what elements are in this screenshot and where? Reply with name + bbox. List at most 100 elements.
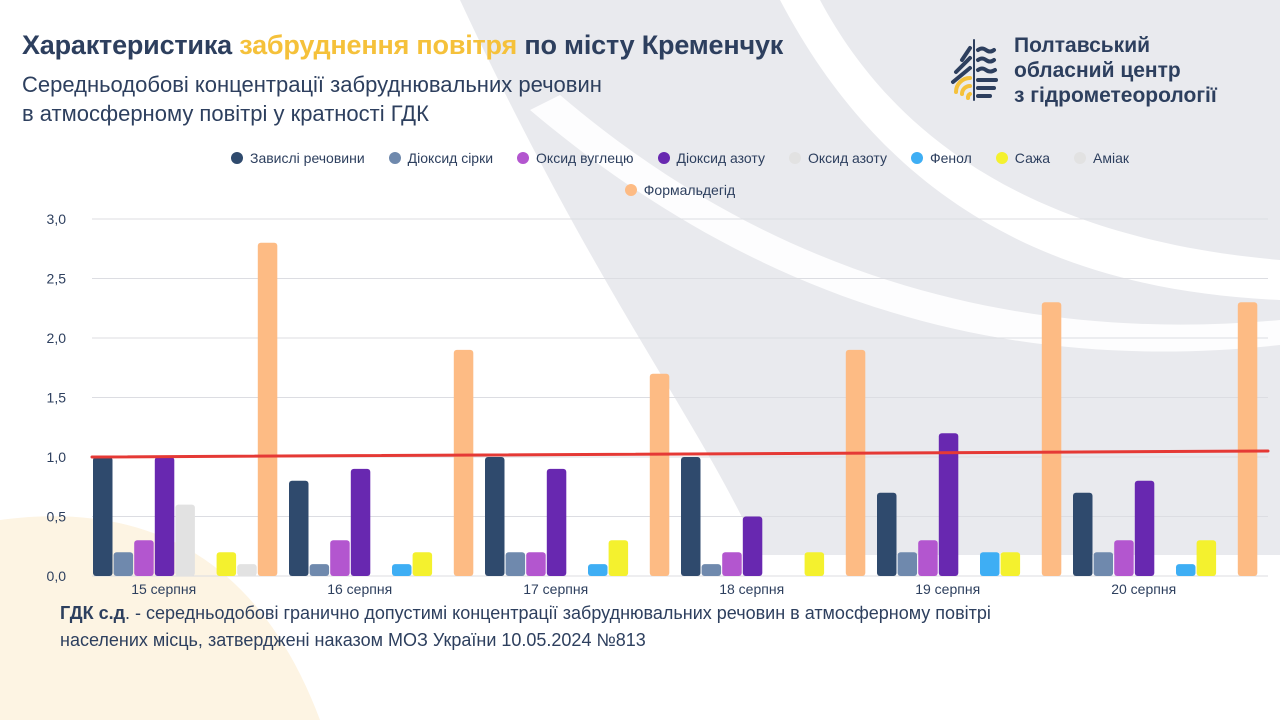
reference-line [90, 449, 1270, 459]
water-drop-waves-logo-icon [951, 39, 998, 101]
footnote-text-line-1: . - середньодобові гранично допустимі ко… [125, 603, 991, 623]
legend-label: Сажа [1014, 150, 1051, 166]
legend-label: Діоксид сірки [407, 150, 494, 166]
x-tick-label: 15 серпня [131, 581, 196, 597]
legend-marker [995, 152, 1008, 164]
y-tick-label: 1,0 [47, 449, 67, 465]
x-tick-label: 18 серпня [719, 581, 784, 597]
title-part-2: по місту Кременчук [517, 30, 784, 60]
legend-marker [788, 152, 801, 164]
bar [742, 516, 763, 576]
y-tick-label: 0,0 [47, 568, 67, 584]
legend-item: Сажа [995, 150, 1051, 166]
footnote: ГДК с.д. - середньодобові гранично допус… [60, 600, 1240, 654]
x-axis-ticks: 15 серпня 16 серпня 17 серпня 18 серпня 19 с… [131, 581, 1176, 597]
bar [289, 480, 309, 576]
bar [1237, 302, 1258, 576]
bar [93, 457, 113, 576]
bar [1196, 540, 1217, 576]
bar [257, 242, 278, 577]
bar [701, 564, 722, 576]
bar [526, 552, 546, 576]
bar [1134, 480, 1155, 576]
legend-label: Оксид вуглецю [536, 150, 634, 166]
bar [608, 540, 629, 576]
legend-item: Фенол [910, 150, 972, 166]
bar [1000, 552, 1021, 576]
bar [175, 504, 195, 576]
bar [938, 433, 959, 576]
subtitle-line-1: Середньодобові концентрації забруднюваль… [22, 72, 602, 97]
legend-label: Діоксид азоту [676, 150, 765, 166]
bar [1041, 302, 1062, 576]
background-white-arc-2 [530, 95, 1280, 352]
organization-name: Полтавський обласний центр з гідрометеор… [1014, 33, 1217, 108]
legend-marker [230, 152, 243, 164]
bar [350, 468, 371, 576]
legend-item: Діоксид сірки [388, 150, 494, 166]
bar [237, 564, 257, 576]
legend-item: Оксид вуглецю [517, 150, 634, 166]
footnote-term: ГДК с.д [60, 603, 126, 623]
legend-item: Оксид азоту [788, 150, 887, 166]
legend-marker [388, 152, 401, 164]
legend-label: Формальдегід [643, 182, 736, 198]
legend-marker [657, 152, 670, 164]
bar [1114, 540, 1134, 576]
bar [412, 552, 433, 576]
x-tick-label: 19 серпня [915, 581, 980, 597]
x-tick-label: 20 серпня [1111, 581, 1176, 597]
background-white-arc [780, 0, 1280, 300]
page-subtitle: Середньодобові концентрації забруднюваль… [22, 70, 602, 128]
legend-marker [910, 152, 923, 164]
background-cream-arc [0, 516, 320, 720]
legend-item: Завислі речовини [230, 150, 365, 166]
legend-item: Аміак [1074, 150, 1129, 166]
bar [845, 349, 866, 576]
bar [1176, 564, 1196, 576]
org-line-3: з гідрометеорології [1014, 84, 1217, 107]
reference-line-group [90, 449, 1270, 459]
bar [453, 349, 474, 576]
bar [681, 457, 701, 576]
legend-item: Діоксид азоту [657, 150, 765, 166]
legend-marker [624, 184, 637, 196]
org-line-1: Полтавський [1014, 34, 1151, 57]
bar [216, 552, 237, 576]
legend-label: Фенол [929, 150, 972, 166]
y-tick-label: 1,5 [47, 390, 67, 406]
bar [485, 457, 505, 576]
bar [134, 540, 154, 576]
bar [505, 552, 526, 576]
legend-label: Оксид азоту [807, 150, 887, 166]
bar [722, 552, 742, 576]
page-title: Характеристика забруднення повітря по мі… [22, 30, 783, 61]
bar [918, 540, 938, 576]
bar [897, 552, 918, 576]
bar [309, 564, 330, 576]
bar [980, 552, 1000, 576]
bar [113, 552, 134, 576]
org-line-2: обласний центр [1014, 59, 1181, 82]
x-tick-label: 16 серпня [327, 581, 392, 597]
legend-label: Аміак [1093, 150, 1129, 166]
bar [877, 492, 897, 576]
title-highlight: забруднення повітря [239, 30, 518, 60]
bar [154, 457, 175, 576]
bar [1093, 552, 1114, 576]
title-part-1: Характеристика [22, 30, 240, 60]
y-axis-ticks: 0,0 0,5 1,0 1,5 2,0 2,5 3,0 [47, 211, 67, 584]
y-tick-label: 0,5 [47, 509, 67, 525]
x-tick-label: 17 серпня [523, 581, 588, 597]
chart-legend: Завислі речовини Діоксид сірки Оксид вугле… [120, 150, 1240, 198]
bar [1073, 492, 1093, 576]
subtitle-line-2: в атмосферному повітрі у кратності ГДК [22, 101, 429, 126]
footnote-text-line-2: населених місць, затверджені наказом МОЗ… [60, 630, 646, 650]
bar [546, 468, 567, 576]
legend-item: Формальдегід [120, 182, 1240, 198]
y-tick-label: 2,5 [47, 271, 67, 287]
legend-marker [517, 152, 530, 164]
chart-gridlines [92, 218, 1268, 577]
